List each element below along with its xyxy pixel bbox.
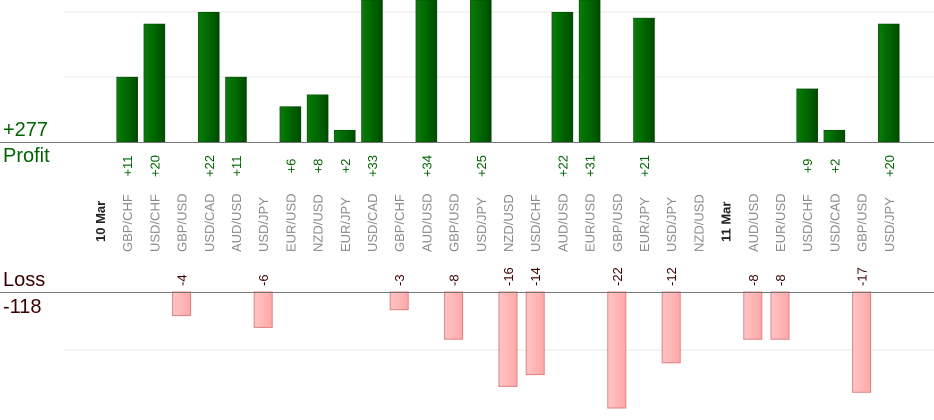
pair-label: USD/JPY: [664, 197, 679, 252]
profit-value-label: +22: [202, 155, 217, 177]
profit-value-label: +20: [147, 155, 162, 177]
profit-value-label: +11: [229, 155, 244, 176]
loss-bar: [498, 291, 518, 387]
profit-value-label: +31: [583, 155, 598, 177]
pair-label: NZD/USD: [311, 194, 326, 252]
profit-bar: [578, 0, 601, 143]
loss-bar: [607, 291, 627, 409]
loss-bar: [852, 291, 872, 393]
profit-bar: [361, 0, 383, 143]
profit-bar: [306, 94, 329, 143]
profit-value-label: +33: [365, 155, 380, 177]
pair-label: AUD/USD: [746, 193, 761, 252]
date-label: 10 Mar: [93, 201, 108, 242]
profit-value-label: +2: [338, 159, 353, 174]
loss-bar: [770, 291, 790, 340]
profit-bar: [334, 129, 356, 143]
profit-value-label: +22: [555, 155, 570, 177]
profit-bar: [878, 23, 900, 143]
profit-value-label: +21: [637, 155, 652, 177]
date-label: 11 Mar: [719, 202, 734, 242]
axes: [0, 142, 934, 293]
loss-value-label: -17: [855, 267, 870, 286]
loss-bar: [661, 291, 681, 364]
loss-value-label: -4: [175, 274, 190, 286]
profit-bar: [470, 0, 492, 143]
pair-label: GBP/USD: [447, 193, 462, 252]
profit-value-label: +34: [419, 155, 434, 177]
pair-label: USD/CAD: [827, 193, 842, 252]
loss-bar: [172, 291, 192, 317]
profit-bar: [415, 0, 438, 143]
pair-label: EUR/USD: [283, 193, 298, 252]
pair-label: USD/CHF: [147, 194, 162, 252]
loss-value-label: -6: [256, 274, 271, 286]
loss-value-label: -8: [773, 274, 788, 286]
loss-value-label: -14: [528, 267, 543, 286]
pair-label: USD/CHF: [528, 194, 543, 252]
pair-label: GBP/USD: [610, 193, 625, 252]
profit-bar: [225, 76, 247, 143]
pair-label: GBP/USD: [175, 193, 190, 252]
labels: 10 Mar GBP/CHF +11 USD/CHF +20 GBP/USD -4 USD/C…: [93, 155, 897, 286]
loss-value-label: -3: [392, 274, 407, 286]
pair-label: GBP/USD: [855, 193, 870, 252]
pair-label: USD/CAD: [202, 193, 217, 252]
profit-value-label: +25: [474, 155, 489, 177]
pair-label: GBP/CHF: [120, 194, 135, 252]
pair-label: AUD/USD: [229, 193, 244, 252]
loss-bar: [253, 291, 273, 328]
profit-bar: [551, 11, 574, 143]
loss-value-label: -16: [501, 267, 516, 286]
loss-bar: [444, 291, 464, 340]
pair-label: USD/JPY: [256, 197, 271, 252]
pair-label: AUD/USD: [555, 193, 570, 252]
profit-value-label: +20: [882, 155, 897, 177]
pair-label: NZD/USD: [501, 194, 516, 252]
profit-value-label: +2: [827, 159, 842, 174]
loss-bar: [743, 291, 763, 340]
profit-bar: [116, 76, 138, 143]
loss-bar: [525, 291, 545, 376]
profit-value-label: +11: [120, 155, 135, 176]
profit-bar: [823, 129, 846, 143]
profit-bar: [633, 17, 655, 143]
loss-value-label: -22: [610, 267, 625, 286]
bars: [116, 0, 900, 409]
pair-label: USD/CHF: [800, 194, 815, 252]
pair-label: EUR/USD: [583, 193, 598, 252]
profit-total: +277: [3, 119, 49, 141]
loss-label: Loss: [3, 269, 46, 291]
loss-total: -118: [3, 296, 42, 318]
pair-label: USD/JPY: [474, 197, 489, 252]
profit-bar: [796, 88, 818, 143]
pair-label: EUR/JPY: [338, 197, 353, 252]
pair-label: USD/JPY: [882, 197, 897, 252]
pair-label: EUR/JPY: [637, 197, 652, 252]
profit-bar: [198, 11, 220, 143]
loss-value-label: -8: [746, 274, 761, 286]
pair-label: USD/CAD: [365, 193, 380, 252]
profit-bar: [279, 106, 302, 143]
pair-label: EUR/USD: [773, 193, 788, 252]
profit-value-label: +6: [283, 159, 298, 174]
loss-value-label: -12: [664, 267, 679, 286]
loss-bar: [389, 291, 409, 311]
pair-label: GBP/CHF: [392, 194, 407, 252]
profit-bar: [143, 23, 166, 143]
profit-label: Profit: [3, 145, 50, 167]
profit-value-label: +9: [800, 159, 815, 174]
pair-label: NZD/USD: [691, 194, 706, 252]
pair-label: AUD/USD: [419, 193, 434, 252]
profit-value-label: +8: [311, 159, 326, 174]
loss-value-label: -8: [447, 274, 462, 286]
